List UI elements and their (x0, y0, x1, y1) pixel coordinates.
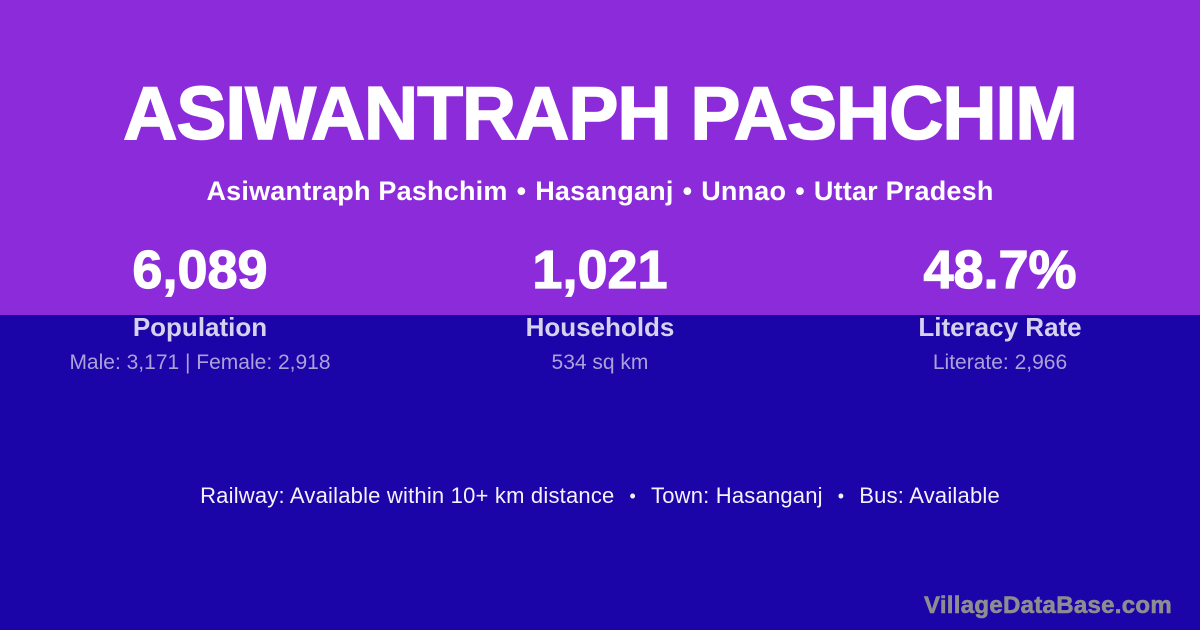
breadcrumb: Asiwantraph Pashchim • Hasanganj • Unnao • Utt… (0, 176, 1200, 207)
railway-info: Railway: Available within 10+ km distanc… (200, 483, 615, 509)
breadcrumb-state: Uttar Pradesh (813, 176, 994, 207)
stat-households: 1,021 Households 534 sq km (400, 240, 800, 375)
village-title: ASIWANTRAPH PASHCHIM (122, 70, 1078, 156)
breadcrumb-district: Unnao (701, 176, 787, 207)
town-info: Town: Hasanganj (651, 483, 823, 509)
population-value: 6,089 (132, 240, 268, 301)
bullet-separator: • (795, 176, 805, 207)
bullet-separator: • (837, 486, 845, 507)
households-label: Households (525, 312, 675, 343)
literacy-detail: Literate: 2,966 (932, 351, 1068, 375)
households-value: 1,021 (532, 240, 668, 301)
bullet-separator: • (516, 176, 527, 207)
population-detail: Male: 3,171 | Female: 2,918 (69, 351, 331, 375)
stats-row: 6,089 Population Male: 3,171 | Female: 2… (0, 240, 1200, 375)
breadcrumb-village: Asiwantraph Pashchim (206, 176, 508, 207)
bus-info: Bus: Available (859, 483, 1000, 509)
breadcrumb-block: Hasanganj (535, 176, 674, 207)
bullet-separator: • (682, 176, 693, 207)
households-detail: 534 sq km (551, 351, 649, 375)
literacy-value: 48.7% (923, 240, 1077, 301)
bullet-separator: • (629, 486, 636, 507)
literacy-label: Literacy Rate (918, 312, 1082, 343)
facilities-line: Railway: Available within 10+ km distanc… (0, 483, 1200, 509)
stat-literacy: 48.7% Literacy Rate Literate: 2,966 (800, 240, 1200, 375)
watermark: VillageDataBase.com (923, 592, 1172, 620)
population-label: Population (132, 312, 268, 343)
stat-population: 6,089 Population Male: 3,171 | Female: 2… (0, 240, 400, 375)
